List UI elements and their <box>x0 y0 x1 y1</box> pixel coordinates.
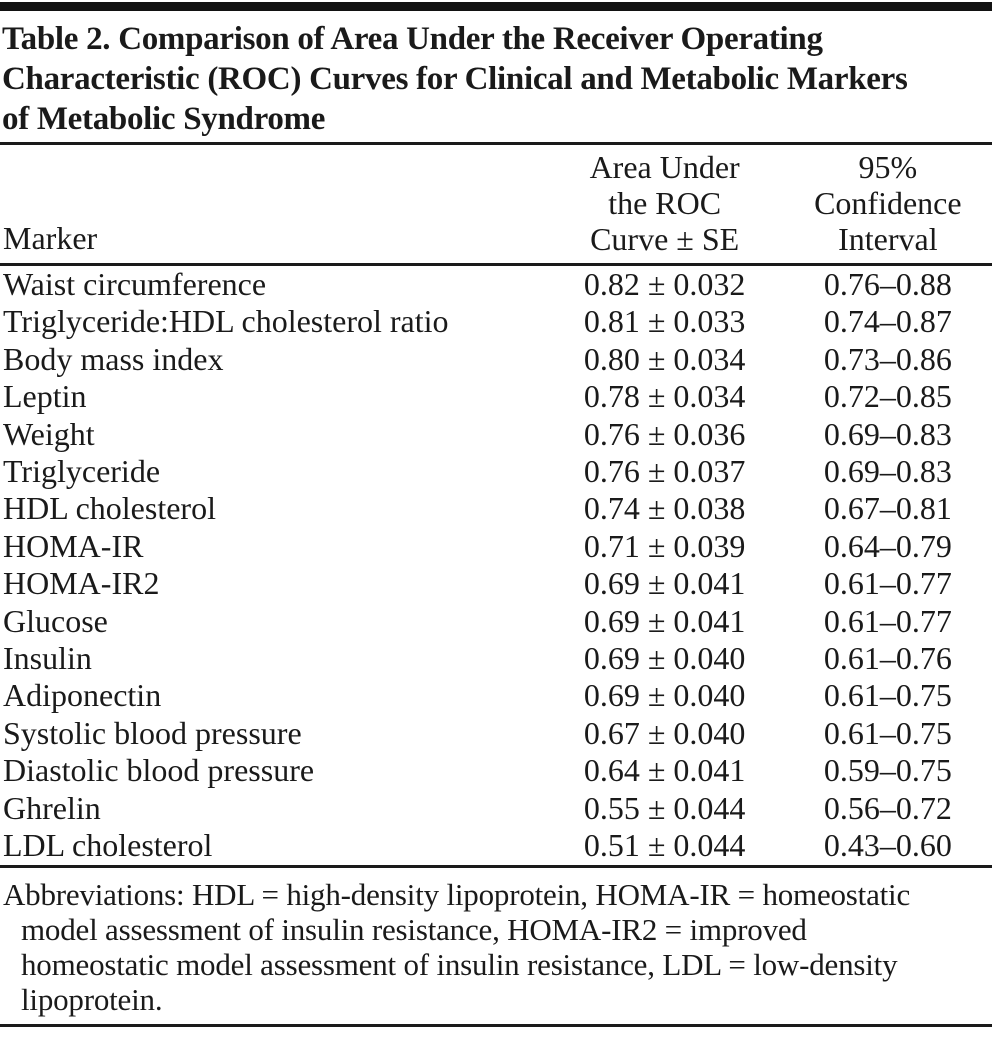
header-ci: 95% Confidence Interval <box>783 145 992 266</box>
header-marker: Marker <box>0 145 546 266</box>
ci-cell: 0.69–0.83 <box>823 453 952 490</box>
table-row: HDL cholesterol 0.74 ± 0.038 0.67–0.81 <box>0 490 992 527</box>
marker-cell: LDL cholesterol <box>0 827 546 868</box>
header-ci-line: 95% <box>858 149 918 185</box>
marker-cell: HOMA-IR2 <box>3 565 160 602</box>
table-footnote: Abbreviations: HDL = high-density lipopr… <box>0 868 992 1017</box>
auc-cell: 0.69 ± 0.040 <box>583 677 746 714</box>
marker-cell: Insulin <box>3 640 92 677</box>
ci-cell: 0.61–0.75 <box>823 677 952 714</box>
table-row: Waist circumference 0.82 ± 0.032 0.76–0.88 <box>0 265 992 304</box>
ci-cell: 0.64–0.79 <box>823 527 952 564</box>
auc-cell: 0.76 ± 0.037 <box>583 453 746 490</box>
ci-cell: 0.61–0.75 <box>823 714 952 751</box>
footnote-line: homeostatic model assessment of insulin … <box>21 946 898 982</box>
ci-cell: 0.74–0.87 <box>823 303 952 340</box>
table-row: Body mass index 0.80 ± 0.034 0.73–0.86 <box>0 341 992 378</box>
marker-cell: Diastolic blood pressure <box>3 752 315 789</box>
auc-cell: 0.69 ± 0.041 <box>583 565 746 602</box>
table-row: LDL cholesterol 0.51 ± 0.044 0.43–0.60 <box>0 827 992 868</box>
auc-cell: 0.78 ± 0.034 <box>583 378 746 415</box>
table-row: Adiponectin 0.69 ± 0.040 0.61–0.75 <box>0 677 992 714</box>
marker-cell: Leptin <box>3 378 87 415</box>
ci-cell: 0.56–0.72 <box>823 789 952 826</box>
table-row: Ghrelin 0.55 ± 0.044 0.56–0.72 <box>0 790 992 827</box>
marker-cell: HOMA-IR <box>3 527 144 564</box>
header-auc-line: Area Under <box>589 149 740 185</box>
header-ci-line: Interval <box>838 221 938 257</box>
auc-cell: 0.81 ± 0.033 <box>583 303 746 340</box>
table-row: Diastolic blood pressure 0.64 ± 0.041 0.59… <box>0 752 992 789</box>
auc-cell: 0.76 ± 0.036 <box>583 415 746 452</box>
ci-cell: 0.61–0.76 <box>823 640 952 677</box>
ci-cell: 0.73–0.86 <box>823 340 952 377</box>
table-row: HOMA-IR2 0.69 ± 0.041 0.61–0.77 <box>0 565 992 602</box>
auc-cell: 0.69 ± 0.041 <box>583 602 746 639</box>
title-line: Characteristic (ROC) Curves for Clinical… <box>2 61 908 97</box>
table-row: Leptin 0.78 ± 0.034 0.72–0.85 <box>0 378 992 415</box>
auc-cell: 0.69 ± 0.040 <box>583 640 746 677</box>
marker-cell: Weight <box>3 415 95 452</box>
ci-cell: 0.59–0.75 <box>823 752 952 789</box>
header-ci-line: Confidence <box>814 185 962 221</box>
header-auc-line: Curve ± SE <box>590 221 740 257</box>
table-row: Insulin 0.69 ± 0.040 0.61–0.76 <box>0 640 992 677</box>
auc-cell: 0.55 ± 0.044 <box>583 789 746 826</box>
table-row: Triglyceride:HDL cholesterol ratio 0.81 ±… <box>0 303 992 340</box>
marker-cell: HDL cholesterol <box>3 490 216 527</box>
table-title: Table 2. Comparison of Area Under the Re… <box>2 19 992 139</box>
marker-cell: Adiponectin <box>3 677 162 714</box>
ci-cell: 0.76–0.88 <box>823 266 952 302</box>
auc-cell: 0.82 ± 0.032 <box>583 266 746 302</box>
marker-cell: Triglyceride <box>3 453 161 490</box>
bottom-rule <box>0 1023 992 1027</box>
marker-cell: Body mass index <box>3 340 224 377</box>
ci-cell: 0.67–0.81 <box>823 490 952 527</box>
ci-cell: 0.72–0.85 <box>823 378 952 415</box>
table-body: Waist circumference 0.82 ± 0.032 0.76–0.88… <box>0 265 992 868</box>
title-line: Table 2. Comparison of Area Under the Re… <box>2 21 823 57</box>
marker-cell: Glucose <box>3 602 108 639</box>
table-row: Triglyceride 0.76 ± 0.037 0.69–0.83 <box>0 453 992 490</box>
auc-cell: 0.51 ± 0.044 <box>545 827 784 868</box>
footnote-line: lipoprotein. <box>21 981 163 1017</box>
auc-cell: 0.71 ± 0.039 <box>583 527 746 564</box>
title-line: of Metabolic Syndrome <box>2 101 326 137</box>
roc-comparison-table: Marker Area Under the ROC Curve ± SE 95% Co… <box>0 145 992 868</box>
ci-cell: 0.61–0.77 <box>823 602 952 639</box>
footnote-line: Abbreviations: HDL = high-density lipopr… <box>3 876 911 912</box>
table-header: Marker Area Under the ROC Curve ± SE 95% Co… <box>0 145 992 266</box>
auc-cell: 0.80 ± 0.034 <box>583 340 746 377</box>
marker-cell: Ghrelin <box>3 789 101 826</box>
title-rule <box>0 142 992 145</box>
ci-cell: 0.61–0.77 <box>823 565 952 602</box>
marker-cell: Waist circumference <box>3 266 267 302</box>
footnote-line: model assessment of insulin resistance, … <box>21 911 807 947</box>
header-row: Marker Area Under the ROC Curve ± SE 95% Co… <box>0 145 992 266</box>
marker-cell: Systolic blood pressure <box>3 714 302 751</box>
table-row: Systolic blood pressure 0.67 ± 0.040 0.61–… <box>0 715 992 752</box>
ci-cell: 0.43–0.60 <box>783 827 992 868</box>
table-row: HOMA-IR 0.71 ± 0.039 0.64–0.79 <box>0 528 992 565</box>
marker-cell: Triglyceride:HDL cholesterol ratio <box>3 303 449 340</box>
header-auc-line: the ROC <box>608 185 722 221</box>
table-row: Glucose 0.69 ± 0.041 0.61–0.77 <box>0 603 992 640</box>
ci-cell: 0.69–0.83 <box>823 415 952 452</box>
header-auc: Area Under the ROC Curve ± SE <box>545 145 784 266</box>
table-row: Weight 0.76 ± 0.036 0.69–0.83 <box>0 416 992 453</box>
auc-cell: 0.74 ± 0.038 <box>583 490 746 527</box>
top-divider-bar <box>0 2 992 11</box>
auc-cell: 0.67 ± 0.040 <box>583 714 746 751</box>
auc-cell: 0.64 ± 0.041 <box>583 752 746 789</box>
